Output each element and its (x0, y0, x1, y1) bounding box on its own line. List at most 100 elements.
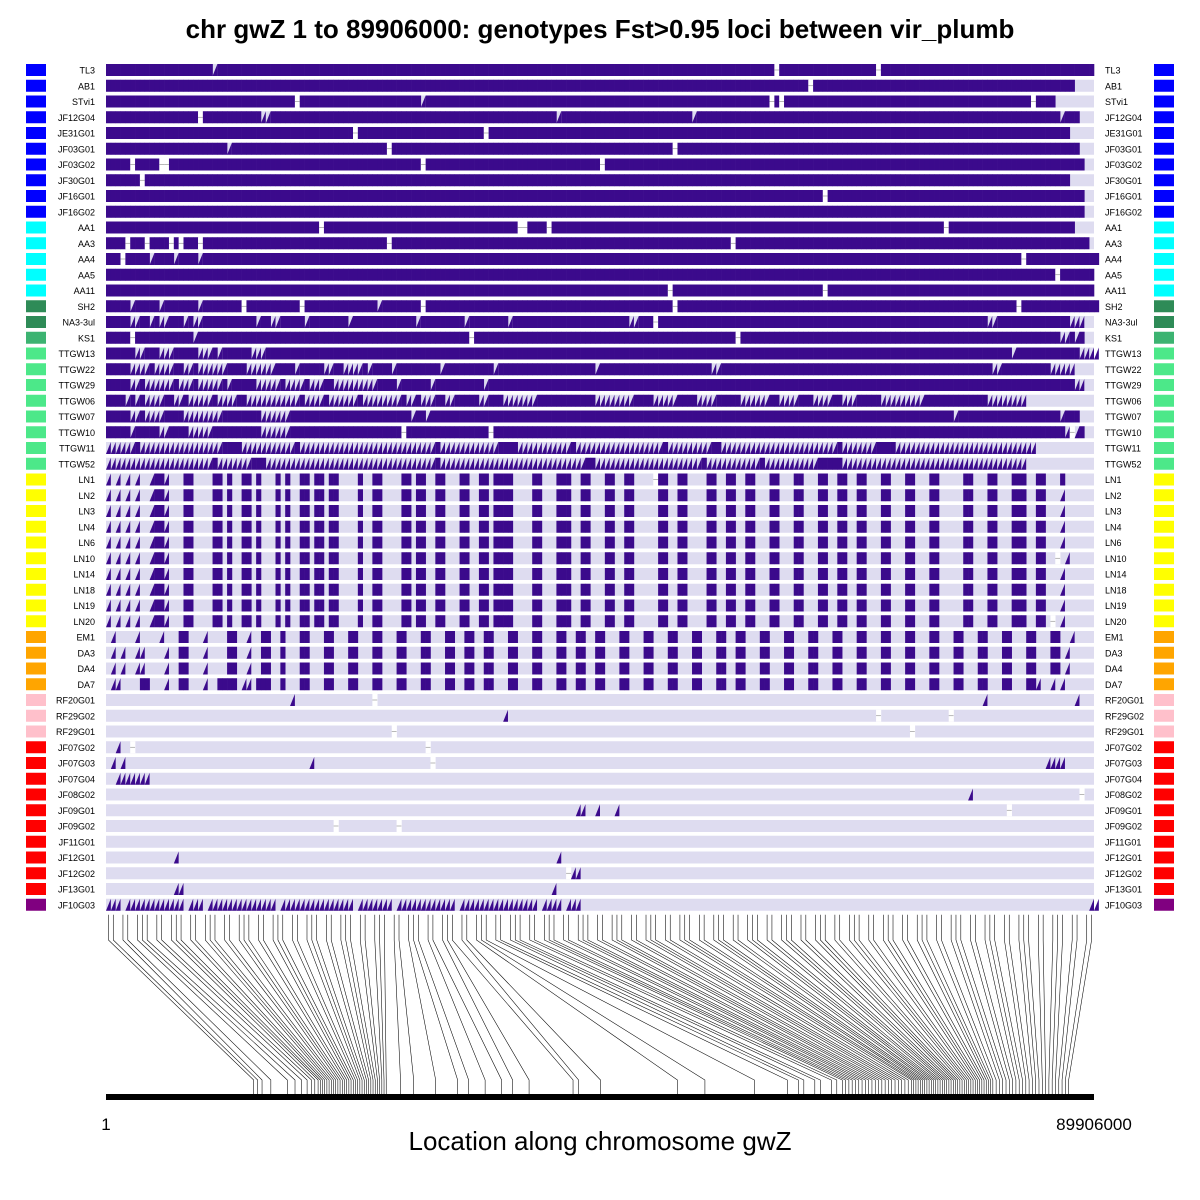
genotype-cell-homozygous (382, 379, 388, 391)
genotype-cell-heterozygous (614, 394, 620, 407)
genotype-cell-homozygous (541, 127, 548, 139)
genotype-cell-homozygous (120, 426, 126, 439)
genotype-cell-homozygous (808, 268, 814, 281)
genotype-cell-homozygous (929, 379, 935, 391)
genotype-cell-homozygous (595, 174, 601, 187)
genotype-cell-homozygous (241, 316, 247, 328)
genotype-cell-homozygous (667, 253, 673, 265)
genotype-cell-heterozygous (135, 363, 140, 376)
genotype-cell-homozygous (687, 300, 693, 313)
genotype-cell-homozygous (750, 79, 756, 92)
genotype-cell-homozygous (643, 190, 649, 202)
genotype-cell-homozygous (357, 142, 363, 155)
genotype-cell-homozygous (837, 331, 843, 344)
genotype-cell-homozygous (401, 190, 407, 202)
genotype-cell-homozygous (391, 174, 397, 187)
genotype-cell-heterozygous (667, 394, 673, 407)
genotype-cell-homozygous (948, 95, 954, 108)
genotype-cell-heterozygous (483, 379, 489, 391)
genotype-cell-homozygous (609, 426, 615, 439)
genotype-cell-homozygous (963, 410, 969, 423)
genotype-cell-homozygous (939, 363, 945, 376)
genotype-cell-homozygous (842, 158, 848, 171)
genotype-cell-homozygous (856, 142, 862, 155)
genotype-cell-homozygous (730, 190, 736, 202)
genotype-cell-homozygous (1035, 158, 1042, 171)
genotype-cell-homozygous (362, 142, 368, 155)
genotype-cell-homozygous (871, 300, 877, 313)
genotype-cell-homozygous (459, 284, 465, 297)
genotype-cell-homozygous (638, 190, 644, 202)
genotype-cell-homozygous (711, 379, 717, 391)
genotype-cell-homozygous (343, 158, 349, 171)
sample-row: AA5 AA5 (26, 268, 1174, 281)
genotype-cell-homozygous (469, 64, 475, 76)
genotype-cell-homozygous (459, 237, 465, 250)
genotype-cell-homozygous (963, 331, 969, 344)
genotype-cell-homozygous (963, 64, 969, 76)
genotype-cell-homozygous (459, 426, 465, 439)
genotype-cell-homozygous (120, 331, 126, 344)
genotype-cell-homozygous (687, 253, 693, 265)
genotype-cell-homozygous (212, 316, 218, 328)
genotype-cell-homozygous (745, 284, 751, 297)
genotype-cell-homozygous (275, 268, 281, 281)
genotype-cell-homozygous (294, 426, 301, 439)
genotype-cell-homozygous (672, 64, 678, 76)
genotype-cell-heterozygous (338, 379, 344, 391)
genotype-cell-homozygous (590, 158, 596, 171)
genotype-cell-homozygous (507, 174, 514, 187)
genotype-cell-homozygous (730, 79, 736, 92)
genotype-cell-homozygous (817, 300, 824, 313)
genotype-cell-homozygous (217, 300, 223, 313)
genotype-cell-homozygous (561, 300, 567, 313)
genotype-cell-homozygous (149, 127, 155, 139)
genotype-cell-homozygous (435, 205, 441, 218)
genotype-cell-homozygous (294, 410, 301, 423)
genotype-cell-homozygous (469, 363, 475, 376)
genotype-cell-homozygous (357, 95, 363, 108)
genotype-cell-homozygous (982, 410, 988, 423)
genotype-cell-homozygous (348, 158, 354, 171)
genotype-cell-heterozygous (992, 316, 998, 328)
genotype-cell-homozygous (1064, 127, 1071, 139)
genotype-cell-homozygous (139, 316, 146, 328)
genotype-cell-homozygous (798, 253, 804, 265)
genotype-cell-homozygous (168, 394, 175, 407)
genotype-cell-homozygous (643, 237, 649, 250)
genotype-cell-homozygous (595, 111, 601, 124)
genotype-cell-homozygous (876, 158, 882, 171)
genotype-cell-homozygous (275, 221, 281, 234)
genotype-cell-heterozygous (275, 394, 281, 407)
genotype-cell-homozygous (299, 64, 305, 76)
genotype-cell-homozygous (754, 174, 761, 187)
genotype-cell-homozygous (677, 237, 683, 250)
genotype-cell-homozygous (972, 410, 979, 423)
population-swatch-left (26, 253, 46, 265)
genotype-cell-homozygous (144, 127, 150, 139)
genotype-cell-homozygous (837, 410, 843, 423)
genotype-cell-heterozygous (992, 394, 998, 407)
genotype-cell-homozygous (900, 158, 906, 171)
genotype-cell-homozygous (832, 316, 838, 328)
genotype-cell-homozygous (648, 331, 654, 344)
genotype-cell-homozygous (498, 410, 504, 423)
genotype-cell-homozygous (658, 142, 664, 155)
genotype-cell-homozygous (464, 95, 470, 108)
genotype-cell-homozygous (493, 237, 499, 250)
genotype-cell-homozygous (503, 79, 509, 92)
genotype-cell-homozygous (425, 174, 431, 187)
genotype-cell-homozygous (895, 268, 901, 281)
genotype-cell-homozygous (1069, 190, 1075, 202)
genotype-cell-homozygous (551, 300, 557, 313)
genotype-cell-homozygous (803, 347, 809, 360)
genotype-cell-homozygous (769, 142, 775, 155)
sample-row: KS1 KS1 (26, 331, 1174, 344)
genotype-cell-homozygous (740, 410, 746, 423)
genotype-cell-homozygous (343, 79, 349, 92)
genotype-cell-homozygous (507, 379, 514, 391)
genotype-cell-homozygous (1026, 142, 1032, 155)
genotype-cell-homozygous (537, 127, 543, 139)
genotype-cell-homozygous (856, 174, 862, 187)
genotype-cell-homozygous (537, 410, 543, 423)
